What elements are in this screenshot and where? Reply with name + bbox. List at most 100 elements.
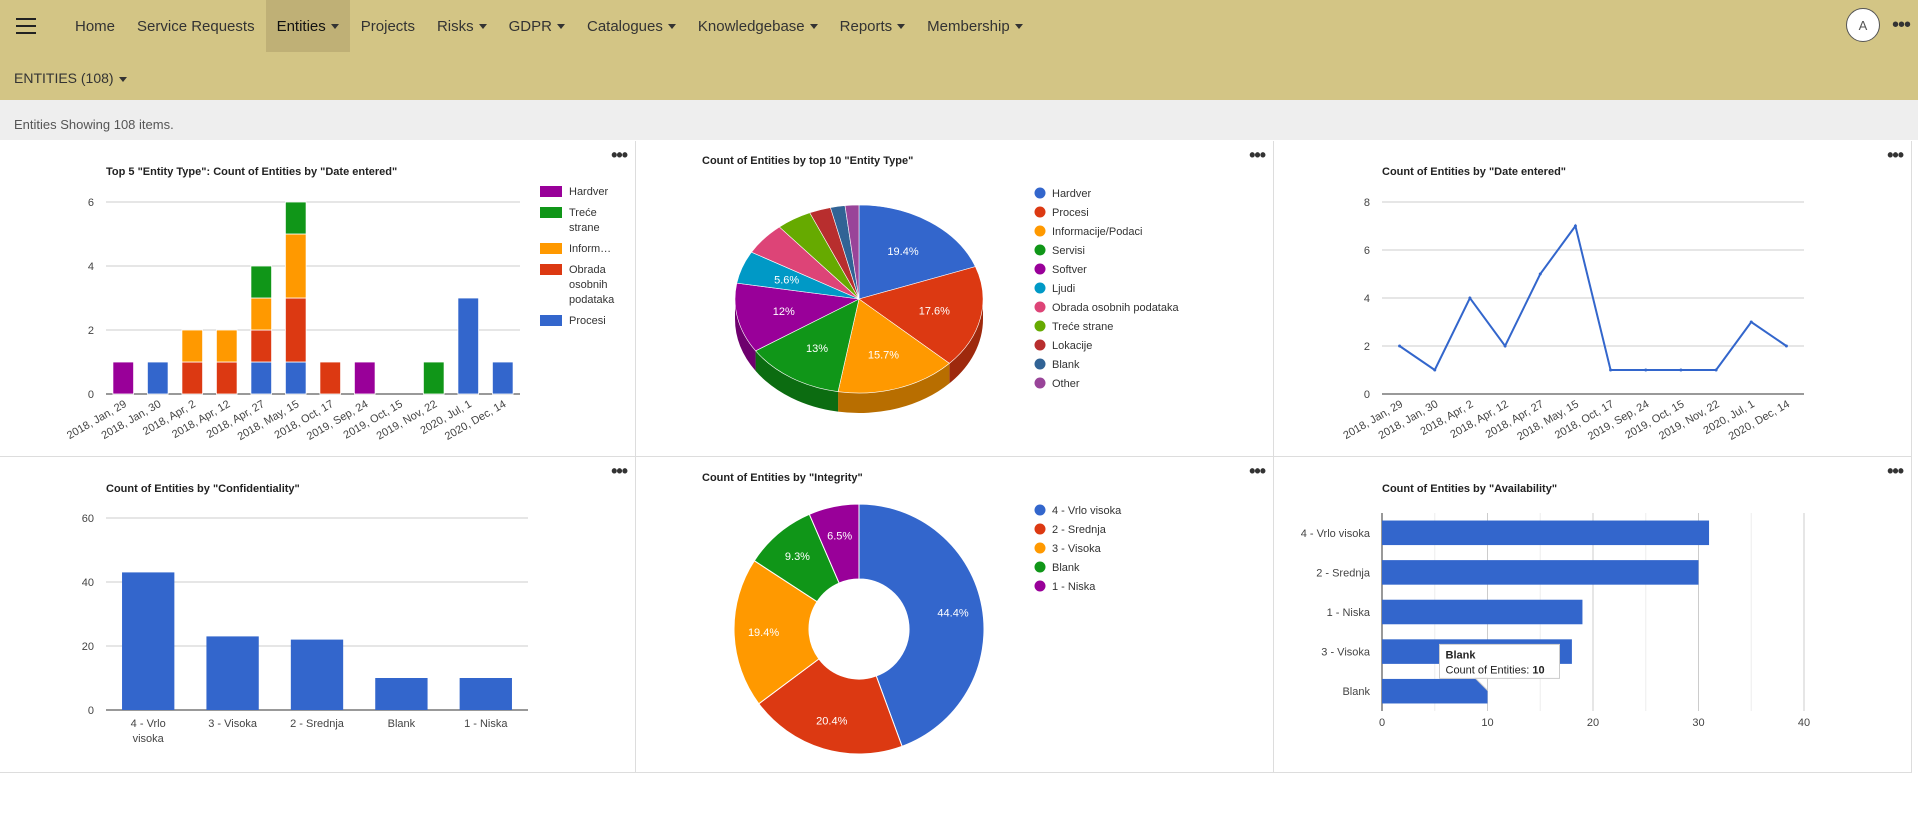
legend-label: Procesi	[569, 315, 606, 327]
pie-slice	[755, 298, 860, 392]
donut-slice-label: 44.4%	[937, 607, 968, 619]
panel-menu-icon[interactable]: •••	[1887, 145, 1904, 165]
pie-slice-side	[949, 299, 983, 384]
panel-menu-icon[interactable]: •••	[1249, 461, 1266, 481]
line-chart: Count of Entities by "Date entered" 0 2 4 6 8…	[1341, 166, 1804, 443]
bar-segment	[146, 361, 169, 395]
items-count-text: Entities Showing 108 items.	[14, 117, 174, 132]
nav-item-label: Service Requests	[137, 17, 255, 35]
legend-label: Ljudi	[1052, 283, 1075, 295]
tooltip-box	[1439, 643, 1560, 679]
nav-item-label: GDPR	[508, 17, 552, 35]
line-point	[1538, 272, 1542, 276]
bar-segment	[112, 361, 135, 395]
legend-marker	[1034, 187, 1046, 199]
legend-marker	[1034, 263, 1046, 275]
tooltip-value: Count of Entities: 10	[1446, 664, 1545, 676]
legend-swatch	[540, 186, 562, 197]
line-point	[1784, 344, 1788, 348]
pie-slice-label: 5.6%	[774, 274, 799, 286]
bar-segment	[181, 329, 203, 363]
donut-slice	[858, 503, 985, 747]
main-nav: Home Service Requests Entities Projects Risk…	[64, 0, 1034, 52]
y-tick-label: 3 - Visoka	[1321, 647, 1371, 659]
y-tick-label: 2	[88, 325, 94, 337]
bar	[375, 678, 428, 710]
bar-segment	[491, 361, 514, 395]
nav-item-gdpr[interactable]: GDPR	[498, 0, 576, 52]
nav-item-label: Membership	[927, 17, 1010, 35]
bar	[206, 636, 259, 710]
legend-label: Obrada osobnih podataka	[1052, 302, 1179, 314]
nav-item-home[interactable]: Home	[64, 0, 126, 52]
bar	[1382, 560, 1699, 585]
bar-segment	[250, 265, 272, 299]
y-tick-label: 4	[88, 261, 94, 273]
pie-chart-3d: Count of Entities by top 10 "Entity Type…	[702, 155, 1179, 414]
nav-item-catalogues[interactable]: Catalogues	[576, 0, 687, 52]
stacked-bar-chart: Top 5 "Entity Type": Count of Entities b…	[65, 166, 615, 443]
line-point	[1644, 368, 1648, 372]
legend-marker	[1034, 580, 1046, 592]
hamburger-menu-icon[interactable]	[16, 18, 36, 34]
bar	[290, 639, 344, 710]
pie-slice	[837, 298, 950, 394]
legend-marker	[1034, 542, 1046, 554]
pie-slice	[858, 266, 984, 364]
pie-slice	[844, 204, 860, 300]
nav-item-entities[interactable]: Entities	[265, 0, 350, 52]
chevron-down-icon	[478, 23, 487, 29]
legend-label: Informacije/Podaci	[1052, 226, 1143, 238]
legend-swatch	[540, 315, 562, 326]
top-navbar: Home Service Requests Entities Projects Risk…	[0, 0, 1918, 100]
nav-item-membership[interactable]: Membership	[916, 0, 1034, 52]
y-tick-label: 4	[1364, 293, 1370, 305]
y-tick-label: 0	[88, 705, 94, 717]
more-options-icon[interactable]: •••	[1892, 14, 1911, 36]
nav-item-risks[interactable]: Risks	[426, 0, 498, 52]
tooltip-title: Blank	[1446, 649, 1477, 661]
pie-slice-label: 12%	[773, 306, 795, 318]
bar	[459, 678, 512, 710]
line-point	[1398, 344, 1402, 348]
pie-slice-label: 19.4%	[887, 246, 918, 258]
bar-segment	[284, 297, 307, 363]
legend-marker	[1034, 282, 1046, 294]
bar	[1382, 520, 1710, 546]
legend-label: Treće strane	[1052, 321, 1113, 333]
panel-menu-icon[interactable]: •••	[1249, 145, 1266, 165]
nav-item-service-requests[interactable]: Service Requests	[126, 0, 266, 52]
bar-segment	[284, 361, 307, 395]
nav-item-knowledgebase[interactable]: Knowledgebase	[687, 0, 829, 52]
user-avatar[interactable]: A	[1846, 8, 1880, 42]
legend-label: osobnih	[569, 279, 608, 291]
chevron-down-icon	[556, 23, 565, 29]
x-tick-label: Blank	[388, 718, 416, 730]
chart-title: Count of Entities by "Confidentiality"	[106, 483, 300, 495]
bar-segment	[250, 361, 272, 395]
legend-label: Lokacije	[1052, 340, 1092, 352]
chart-panel-date-line: ••• Count of Entities by "Date entered" 0…	[1274, 141, 1912, 457]
bar-segment	[353, 361, 376, 395]
y-tick-label: 2 - Srednja	[1316, 567, 1371, 579]
y-tick-label: 2	[1364, 341, 1370, 353]
nav-item-label: Reports	[839, 17, 893, 35]
nav-item-reports[interactable]: Reports	[829, 0, 917, 52]
pie-slice-side	[735, 299, 756, 371]
nav-item-projects[interactable]: Projects	[350, 0, 426, 52]
legend-label: strane	[569, 222, 600, 234]
panel-menu-icon[interactable]: •••	[611, 461, 628, 481]
donut-slice	[733, 560, 820, 705]
chart-panel-confidentiality: ••• Count of Entities by "Confidentialit…	[0, 457, 636, 773]
chart-panel-integrity: ••• Count of Entities by "Integrity" 44.4…	[636, 457, 1274, 773]
panel-menu-icon[interactable]: •••	[1887, 461, 1904, 481]
line-point	[1714, 368, 1718, 372]
legend-label: Blank	[1052, 359, 1080, 371]
entities-dropdown[interactable]: ENTITIES (108)	[14, 70, 127, 86]
x-tick-label: 0	[1379, 717, 1385, 729]
x-tick-label: 10	[1481, 717, 1493, 729]
legend-label: Softver	[1052, 264, 1087, 276]
bar-segment	[284, 233, 307, 299]
panel-menu-icon[interactable]: •••	[611, 145, 628, 165]
legend-label: 1 - Niska	[1052, 581, 1096, 593]
